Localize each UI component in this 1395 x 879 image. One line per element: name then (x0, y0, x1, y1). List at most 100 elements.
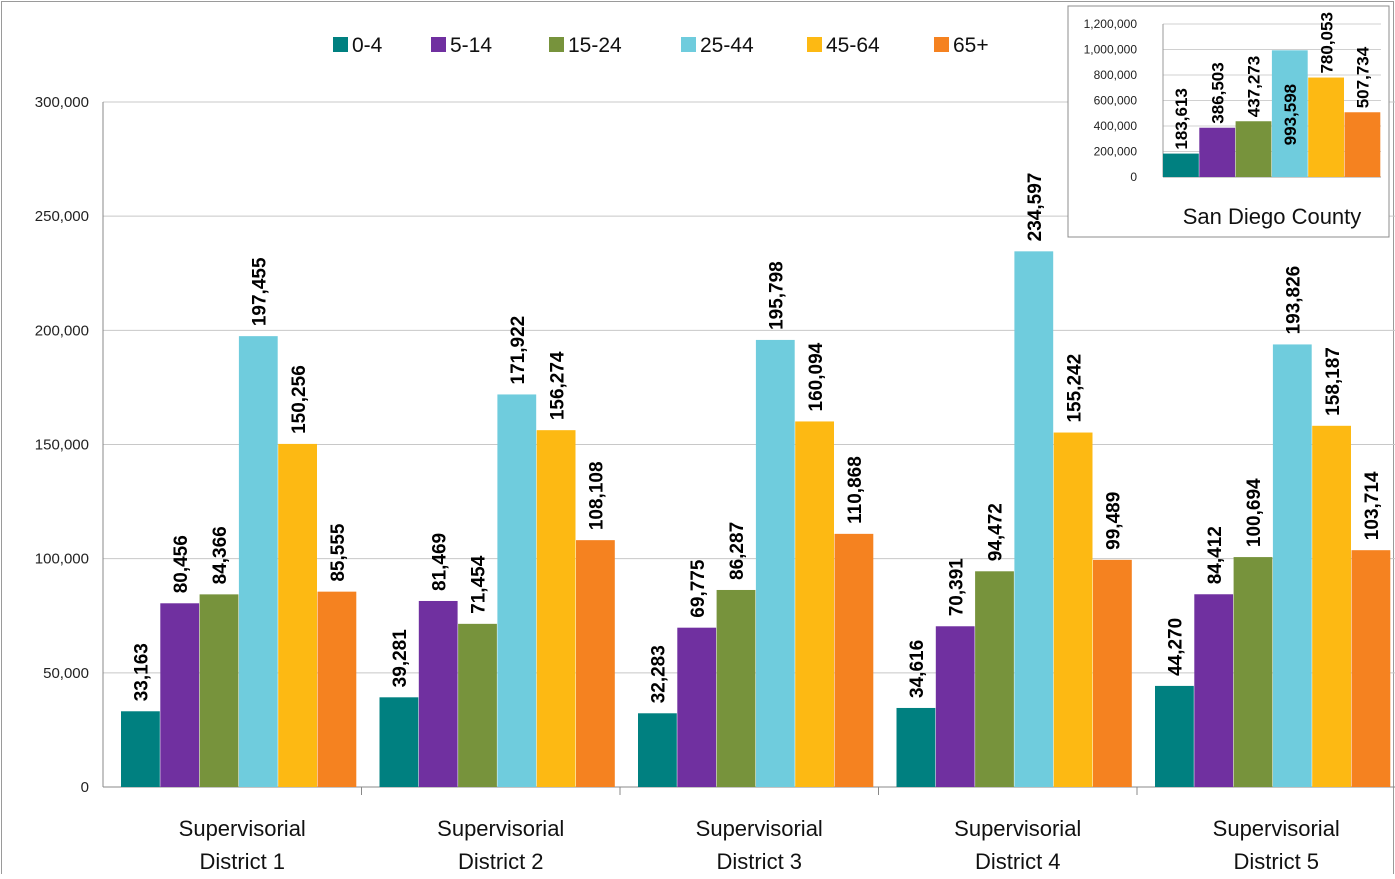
inset-bar-65+ (1344, 112, 1381, 177)
data-label: 155,242 (1064, 354, 1085, 423)
bar-15-24-district-5 (1233, 557, 1273, 787)
data-label: 39,281 (390, 629, 411, 688)
main-y-tick-label: 300,000 (35, 94, 89, 111)
data-label: 81,469 (429, 533, 450, 591)
bar-5-14-district-2 (418, 600, 458, 787)
legend-label-15-24: 15-24 (568, 34, 622, 57)
main-y-tick-label: 50,000 (43, 665, 89, 682)
inset-y-axis: 0 200,000 400,000 600,000 800,000 1,000,000 1,… (1084, 17, 1138, 184)
bar-65+-district-3 (834, 533, 874, 787)
bar-45-64-district-5 (1312, 425, 1351, 787)
bar-65+-district-4 (1093, 559, 1132, 787)
data-label: 234,597 (1025, 173, 1046, 242)
legend-swatch-65+ (934, 37, 949, 52)
inset-bar-25-44 (1271, 50, 1308, 177)
data-label: 86,287 (727, 522, 748, 580)
main-category-label: District 1 (199, 849, 285, 874)
bar-45-64-district-1 (278, 443, 317, 787)
data-label: 99,489 (1104, 492, 1125, 550)
bar-0-4-district-4 (896, 707, 936, 787)
main-category-label: District 3 (716, 849, 802, 874)
data-label: 100,694 (1244, 478, 1265, 547)
inset-data-label: 993,598 (1281, 84, 1300, 145)
legend-label-45-64: 45-64 (826, 34, 880, 57)
bar-65+-district-1 (317, 591, 357, 787)
bar-25-44-district-3 (755, 339, 795, 787)
main-category-label: Supervisorial (437, 816, 564, 841)
inset-y-tick-label: 1,200,000 (1084, 17, 1138, 31)
inset-y-tick-label: 600,000 (1094, 94, 1138, 108)
inset-title: San Diego County (1183, 204, 1362, 229)
legend-swatch-25-44 (681, 37, 696, 52)
data-label: 193,826 (1284, 266, 1305, 335)
data-label: 85,555 (328, 523, 349, 582)
bar-15-24-district-4 (975, 571, 1014, 787)
main-y-tick-label: 0 (81, 779, 89, 796)
inset-y-tick-label: 200,000 (1094, 145, 1138, 159)
inset-data-label: 780,053 (1317, 12, 1336, 73)
data-label: 94,472 (986, 503, 1007, 561)
inset-bar-45-64 (1308, 77, 1344, 177)
main-category-label: Supervisorial (696, 816, 823, 841)
bar-25-44-district-2 (497, 394, 537, 787)
main-y-axis: 0 50,000 100,000 150,000 200,000 250,000 300,0… (35, 94, 89, 796)
legend-label-25-44: 25-44 (700, 34, 754, 57)
inset-data-label: 386,503 (1208, 62, 1227, 123)
bar-0-4-district-1 (121, 711, 160, 787)
main-y-tick-label: 250,000 (35, 208, 89, 225)
data-label: 84,366 (210, 526, 231, 584)
data-label: 80,456 (171, 535, 192, 593)
main-category-label: Supervisorial (179, 816, 306, 841)
bar-65+-district-5 (1351, 550, 1391, 787)
inset-y-tick-label: 0 (1130, 170, 1137, 184)
bar-65+-district-2 (576, 540, 615, 787)
bar-25-44-district-1 (238, 336, 278, 787)
data-label: 44,270 (1166, 618, 1187, 676)
legend-label-0-4: 0-4 (352, 34, 383, 57)
legend-label-65+: 65+ (953, 34, 989, 57)
bar-45-64-district-3 (795, 421, 834, 787)
inset-data-label: 437,273 (1245, 56, 1264, 117)
main-y-tick-label: 150,000 (35, 437, 89, 454)
bar-25-44-district-5 (1272, 344, 1312, 787)
legend-swatch-15-24 (549, 37, 564, 52)
main-y-tick-label: 100,000 (35, 551, 89, 568)
data-label: 71,454 (469, 555, 490, 614)
bar-0-4-district-2 (379, 697, 419, 787)
data-label: 69,775 (688, 559, 709, 618)
bar-5-14-district-5 (1194, 594, 1234, 787)
legend-swatch-0-4 (333, 37, 348, 52)
legend: 0-4 5-14 15-24 25-44 45-64 65+ (333, 34, 989, 57)
main-bars (121, 251, 1391, 787)
bar-15-24-district-1 (199, 594, 239, 787)
bar-45-64-district-2 (536, 430, 576, 787)
inset-data-label: 507,734 (1354, 46, 1373, 108)
data-label: 195,798 (767, 261, 788, 330)
data-label: 84,412 (1205, 526, 1226, 584)
main-data-labels: 33,163 80,456 84,366 197,455 150,256 85,555 39… (132, 173, 1384, 704)
inset-bars (1163, 50, 1381, 177)
data-label: 197,455 (250, 257, 271, 326)
data-label: 33,163 (132, 643, 153, 701)
data-label: 108,108 (587, 461, 608, 530)
main-y-tick-label: 200,000 (35, 322, 89, 339)
main-category-label: District 5 (1233, 849, 1319, 874)
inset-y-tick-label: 400,000 (1094, 119, 1138, 133)
legend-swatch-45-64 (807, 37, 822, 52)
data-label: 171,922 (508, 316, 529, 385)
inset-bar-5-14 (1199, 127, 1236, 177)
inset-data-label: 183,613 (1172, 88, 1191, 149)
main-category-label: Supervisorial (954, 816, 1081, 841)
data-label: 32,283 (649, 645, 670, 703)
bar-5-14-district-3 (677, 627, 717, 787)
bar-15-24-district-3 (716, 589, 756, 787)
main-category-label: District 2 (458, 849, 544, 874)
bar-25-44-district-4 (1014, 251, 1054, 787)
inset-y-tick-label: 1,000,000 (1084, 43, 1138, 57)
data-label: 160,094 (806, 342, 827, 411)
data-label: 103,714 (1362, 471, 1383, 540)
inset-bar-15-24 (1235, 121, 1272, 177)
